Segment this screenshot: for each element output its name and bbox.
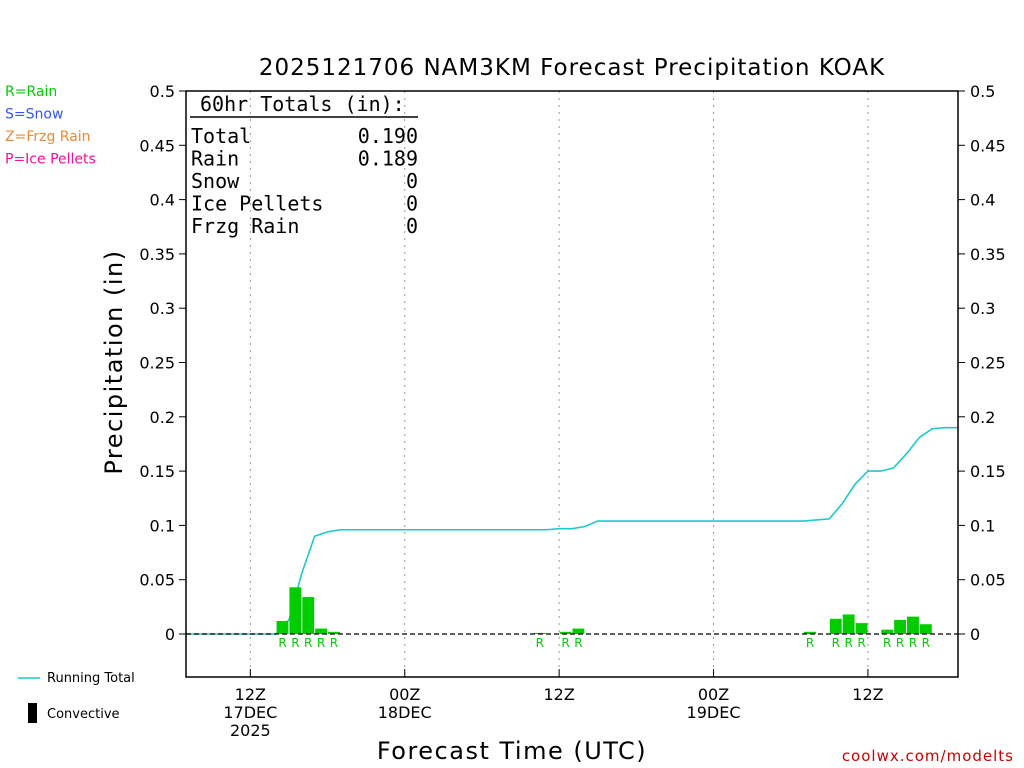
- y-tick-label-right: 0.15: [970, 462, 1006, 481]
- y-tick-label: 0.4: [150, 191, 175, 210]
- ptype-label: R: [922, 636, 930, 650]
- y-axis-right: 0.5 0.45 0.4 0.35 0.3 0.25 0.2 0.15 0.1 0.05 0: [958, 82, 1006, 644]
- ptype-label: R: [883, 636, 891, 650]
- y-tick-label-right: 0.35: [970, 245, 1006, 264]
- totals-label: Rain: [191, 147, 239, 171]
- totals-value: 0: [406, 214, 418, 238]
- ptype-label: R: [317, 636, 325, 650]
- ptype-label: R: [832, 636, 840, 650]
- y-tick-label-right: 0.5: [970, 82, 995, 101]
- x-tick-label: 19DEC: [687, 703, 741, 722]
- credit-text: coolwx.com/modelts: [842, 747, 1014, 765]
- ptype-label: R: [330, 636, 338, 650]
- precip-bars: [276, 587, 932, 634]
- y-tick-label-right: 0.05: [970, 571, 1006, 590]
- x-tick-label: 00Z: [698, 685, 729, 704]
- y-tick-label: 0.15: [139, 462, 175, 481]
- y-tick-label: 0.5: [150, 82, 175, 101]
- ptype-label: R: [844, 636, 852, 650]
- convective-legend-label: Convective: [47, 707, 120, 722]
- totals-label: Frzg Rain: [191, 214, 299, 238]
- bottom-legend: Running Total Convective: [18, 671, 135, 723]
- running-total-legend-label: Running Total: [47, 671, 135, 686]
- totals-value: 0.190: [358, 124, 418, 148]
- precip-bar: [315, 628, 328, 634]
- totals-value: 0: [406, 192, 418, 216]
- x-gridlines: [249, 91, 869, 677]
- ptype-label: R: [909, 636, 917, 650]
- totals-box: 60hr Totals (in): Total 0.190 Rain 0.189 Sno…: [190, 92, 418, 238]
- ptype-label: R: [536, 636, 544, 650]
- y-tick-label-right: 0: [970, 625, 980, 644]
- precip-bar: [276, 620, 289, 634]
- y-tick-label: 0.35: [139, 245, 175, 264]
- running-total-series: [186, 426, 958, 635]
- x-tick-label: 17DEC: [223, 703, 277, 722]
- totals-value: 0: [406, 169, 418, 193]
- precip-bar: [881, 629, 894, 634]
- precip-bar: [829, 618, 842, 634]
- totals-label: Snow: [191, 169, 240, 193]
- precip-bar: [804, 631, 816, 634]
- ptype-legend-item: P=Ice Pellets: [5, 152, 96, 168]
- y-axis-left: 0.5 0.45 0.4 0.35 0.3 0.25 0.2 0.15 0.1 0.05 0: [139, 82, 186, 644]
- precip-bar: [559, 631, 572, 634]
- ptype-label: R: [574, 636, 582, 650]
- running-total-line: [186, 426, 958, 635]
- y-tick-label-right: 0.2: [970, 408, 995, 427]
- y-tick-label: 0.25: [139, 354, 175, 373]
- precip-bar: [302, 597, 315, 634]
- y-tick-label: 0.45: [139, 136, 175, 155]
- precip-bar: [919, 624, 932, 634]
- convective-legend-swatch: [28, 703, 37, 723]
- ptype-legend-item: R=Rain: [5, 84, 57, 100]
- y-axis-label: Precipitation (in): [100, 249, 128, 474]
- precip-bar: [328, 631, 340, 634]
- precip-bar: [842, 614, 855, 634]
- x-tick-label: 00Z: [389, 685, 420, 704]
- x-tick-label: 2025: [230, 721, 271, 740]
- totals-rows: Total 0.190 Rain 0.189 Snow 0 Ice Pellets 0 Frzg…: [191, 124, 418, 238]
- ptype-label: R: [561, 636, 569, 650]
- y-tick-label: 0: [165, 625, 175, 644]
- y-tick-label: 0.3: [150, 299, 175, 318]
- plot-frame: [185, 90, 959, 678]
- x-tick-label: 18DEC: [378, 703, 432, 722]
- precip-bar: [289, 587, 302, 634]
- ptype-label: R: [806, 636, 814, 650]
- totals-value: 0.189: [358, 147, 418, 171]
- totals-label: Ice Pellets: [191, 192, 323, 216]
- y-tick-label-right: 0.4: [970, 191, 995, 210]
- y-tick-label: 0.05: [139, 571, 175, 590]
- totals-heading: 60hr Totals (in):: [200, 92, 405, 116]
- ptype-legend-item: S=Snow: [5, 107, 63, 123]
- chart-title: 2025121706 NAM3KM Forecast Precipitation…: [259, 55, 885, 81]
- y-tick-label: 0.1: [150, 516, 175, 535]
- y-tick-label-right: 0.45: [970, 136, 1006, 155]
- x-tick-label: 12Z: [235, 685, 266, 704]
- ptype-legend: R=Rain S=Snow Z=Frzg Rain P=Ice Pellets: [5, 84, 96, 168]
- precip-bar: [907, 616, 919, 634]
- precip-bar: [572, 628, 585, 634]
- x-tick-label: 12Z: [852, 685, 883, 704]
- precip-bar: [855, 623, 868, 634]
- y-tick-label-right: 0.3: [970, 299, 995, 318]
- x-tick-label: 12Z: [543, 685, 574, 704]
- ptype-legend-item: Z=Frzg Rain: [5, 129, 91, 145]
- ptype-label: R: [278, 636, 286, 650]
- precip-bar: [894, 619, 907, 634]
- ptype-label: R: [857, 636, 865, 650]
- y-tick-label-right: 0.1: [970, 516, 995, 535]
- ptype-label: R: [896, 636, 904, 650]
- ptype-label: R: [304, 636, 312, 650]
- ptype-label: R: [291, 636, 299, 650]
- y-tick-label: 0.2: [150, 408, 175, 427]
- totals-label: Total: [191, 124, 251, 148]
- x-axis-label: Forecast Time (UTC): [377, 737, 647, 765]
- y-tick-label-right: 0.25: [970, 354, 1006, 373]
